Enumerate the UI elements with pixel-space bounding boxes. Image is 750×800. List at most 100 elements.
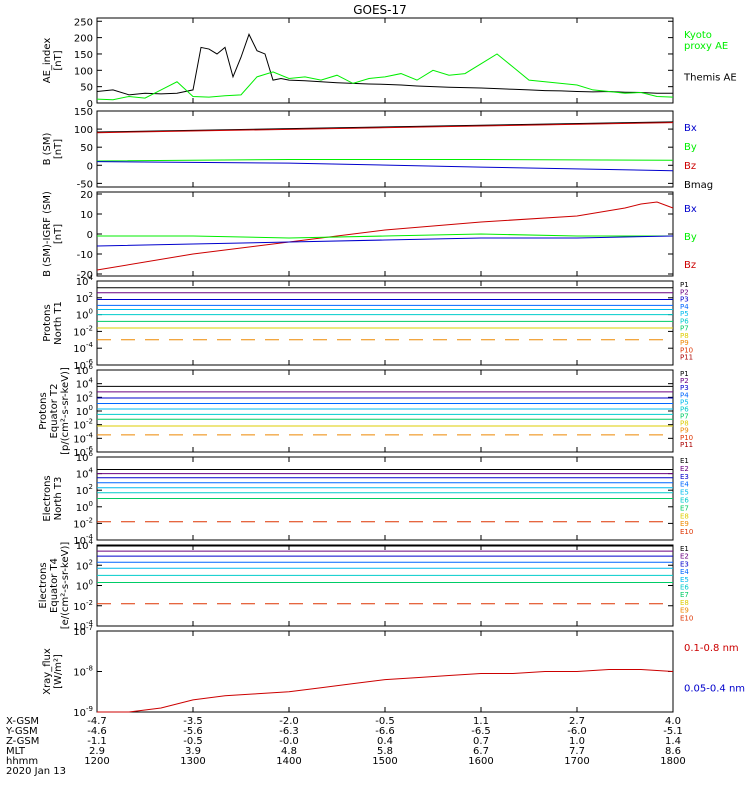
xaxis-value: 1.1 [473,716,489,727]
y-tick-label: 102 [76,291,93,305]
xaxis-value: 3.9 [185,746,201,757]
xaxis-row-label: Y-GSM [5,726,38,737]
xaxis-value: 1200 [84,756,109,767]
legend-entry: P3 [680,296,689,304]
xaxis-value: 1.4 [665,736,681,747]
panel-frame [96,17,674,104]
xaxis-value: 4.0 [665,716,681,727]
legend-entry: E1 [680,545,689,553]
xaxis-value: -5.6 [183,726,203,737]
xaxis-value: 1.0 [569,736,585,747]
y-axis-label: Electrons Equator T4 [e/(cm²-s-sr-keV)] [38,542,71,630]
xaxis-value: -6.3 [279,726,299,737]
series-bx [96,235,674,247]
xaxis-value: 2.7 [569,716,585,727]
y-tick-label: 150 [74,107,93,118]
y-tick-label: 102 [76,483,93,497]
xaxis-value: 4.8 [281,746,297,757]
series-bz [96,201,674,271]
legend-entry: Bx [684,123,697,134]
y-axis-label-line: [p/(cm²-s-sr-keV)] [60,367,71,455]
y-tick-label: 10-8 [73,665,93,679]
y-tick-label: 150 [74,50,93,61]
y-axis-label: B (SM)-IGRF (SM) [nT] [42,191,64,277]
panel-frame [96,191,674,277]
y-tick-label: 100 [76,404,93,418]
y-axis-label-line: Xray_flux [42,648,53,695]
series-0-1-0-8-nm [97,668,674,713]
legend-entry: P7 [680,325,689,333]
panel-frame [96,280,674,366]
y-tick-label: 10-2 [73,418,93,432]
xaxis-value: 0.4 [377,736,393,747]
y-axis-label-line: AE_index [42,38,53,84]
legend-entry: P10 [680,346,693,354]
legend-entry: By [684,142,697,153]
y-tick-label: 104 [76,538,94,552]
legend-entry: Bx [684,204,697,215]
y-axis-label-line: Electrons [38,562,49,608]
y-tick-label: 106 [76,450,94,464]
legend-entry: P6 [680,317,689,325]
legend-entry: P8 [680,332,689,340]
y-tick-label: 10 [80,210,93,221]
legend-entry: E3 [680,560,689,568]
y-tick-label: -50 [77,179,93,190]
legend-entry: P2 [680,288,689,296]
xaxis-value: 0.7 [473,736,489,747]
legend-entry: P4 [680,391,689,399]
legend-entry: E7 [680,504,689,512]
xaxis-value: -0.0 [279,736,299,747]
y-tick-label: 10-4 [73,431,93,445]
y-tick-label: 104 [76,467,94,481]
legend-entry: P9 [680,427,689,435]
y-tick-label: 10-2 [73,516,93,530]
series-bx [96,161,674,172]
series-bz [96,122,674,134]
xaxis-value: 1500 [372,756,397,767]
xaxis-value: -1.1 [87,736,107,747]
xaxis-value: -6.0 [567,726,587,737]
series-by [97,233,673,239]
xaxis-value: -3.5 [183,716,203,727]
xaxis-value: -4.7 [87,716,107,727]
y-tick-label: -20 [77,270,93,281]
legend-entry: P1 [680,281,689,289]
xaxis-value: -4.6 [87,726,107,737]
y-axis-label-line: B (SM) [42,132,53,165]
y-tick-label: 20 [80,190,93,201]
y-tick-label: 0 [87,230,93,241]
y-tick-label: 0 [87,161,93,172]
y-tick-label: 100 [76,579,93,593]
xaxis-value: 1300 [180,756,205,767]
y-tick-label: 104 [76,377,94,391]
legend-entry: Bz [684,161,696,172]
xaxis-value: -6.6 [375,726,395,737]
legend-entry: P9 [680,339,689,347]
panel-bsm: -50 0 50 100 150 B (SM) [nT] Bx By Bz Bmag [42,107,713,191]
legend-entry: Bmag [684,180,713,191]
y-axis-label: Protons North T1 [42,301,64,345]
legend-entry: E5 [680,576,689,584]
y-tick-label: 100 [76,500,93,514]
y-axis-label-line: [nT] [53,50,64,70]
xaxis-value: 1800 [660,756,685,767]
xaxis-value: 1600 [468,756,493,767]
xaxis-value: 7.7 [569,746,585,757]
legend-entry: P5 [680,310,689,318]
date-label: 2020 Jan 13 [6,766,66,777]
legend-entry: P5 [680,398,689,406]
legend-entry: P4 [680,303,689,311]
y-tick-label: 250 [74,17,93,28]
y-axis-label-line: North T3 [53,477,64,521]
y-tick-label: 102 [76,390,93,404]
legend-entry: P7 [680,413,689,421]
y-axis-label-line: [nT] [53,224,64,244]
y-axis-label: AE_index [nT] [42,38,64,84]
legend-entry: Bz [684,260,696,271]
y-tick-label: 10-2 [73,324,93,338]
series-themis-ae [96,33,673,96]
